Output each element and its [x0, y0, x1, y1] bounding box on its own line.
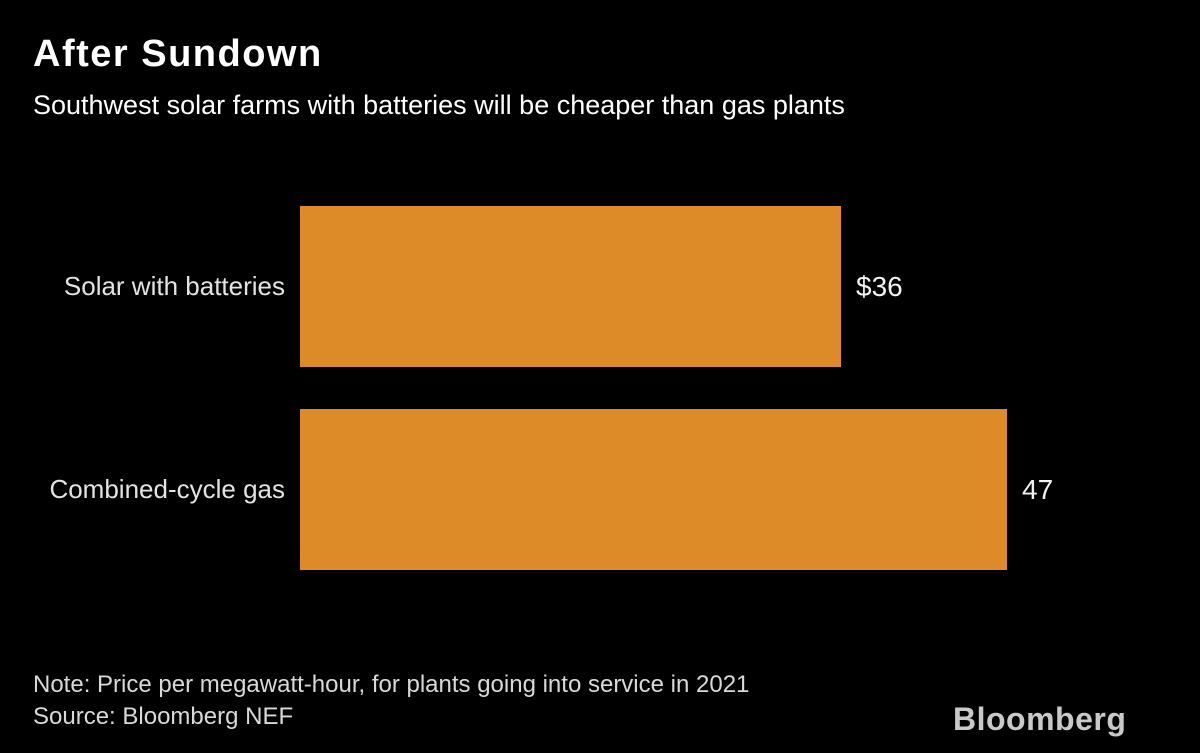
footer-notes: Note: Price per megawatt-hour, for plant…: [33, 669, 749, 733]
category-label: Solar with batteries: [63, 271, 285, 301]
bar-chart: Solar with batteries $36 Combined-cycle ga…: [0, 206, 1200, 612]
bar-row: Combined-cycle gas 47: [0, 409, 1200, 570]
chart-note: Note: Price per megawatt-hour, for plant…: [33, 671, 750, 698]
value-label: 47: [1022, 473, 1054, 505]
bar-row: Solar with batteries $36: [0, 206, 1200, 367]
value-label: $36: [856, 270, 903, 302]
chart-title: After Sundown: [33, 33, 323, 75]
bloomberg-logo: Bloomberg: [953, 701, 1127, 737]
bar: [300, 409, 1007, 570]
bar: [300, 206, 841, 367]
chart-subtitle: Southwest solar farms with batteries wil…: [33, 90, 845, 120]
chart-source: Source: Bloomberg NEF: [33, 703, 294, 730]
category-label: Combined-cycle gas: [49, 474, 285, 504]
